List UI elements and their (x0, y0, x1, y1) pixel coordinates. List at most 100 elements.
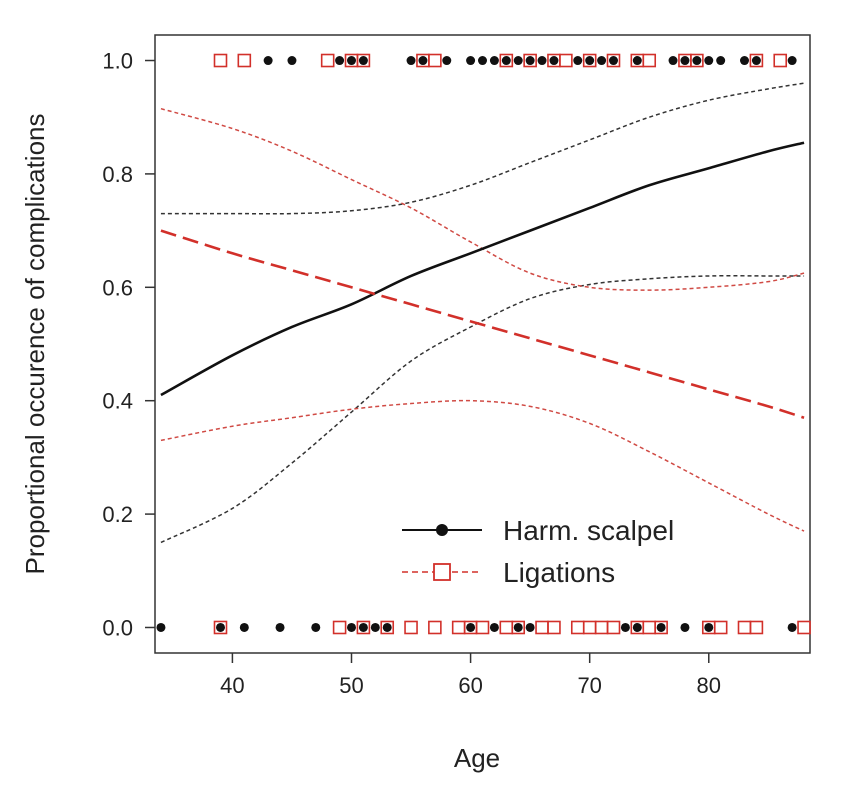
ligations-point (654, 620, 668, 635)
harm-scalpel-ci-lower-line (160, 275, 805, 544)
harm-scalpel-fit-line (160, 141, 805, 397)
ligations-point (749, 53, 764, 68)
harm-scalpel-point (549, 56, 559, 66)
harm-scalpel-point (370, 622, 380, 632)
ligations-point (547, 620, 561, 635)
harm-scalpel-point (466, 56, 476, 66)
legend-label-harm-scalpel: Harm. scalpel (503, 515, 674, 546)
y-tick-label: 0.4 (102, 389, 133, 414)
confidence-bands (160, 82, 805, 544)
ligations-point (428, 620, 442, 635)
harm-scalpel-point (668, 56, 678, 66)
harm-scalpel-point (680, 622, 690, 632)
y-tick-label: 0.0 (102, 615, 133, 640)
harm-scalpel-point (609, 56, 618, 66)
ligations-ci-upper-line (160, 107, 805, 291)
legend: Harm. scalpel Ligations (402, 515, 674, 588)
harm-scalpel-point (358, 56, 368, 66)
harm-scalpel-point (156, 622, 166, 632)
ligations-point (213, 53, 228, 68)
ligations-point (332, 620, 347, 635)
harm-scalpel-point (263, 56, 273, 66)
harm-scalpel-point (347, 622, 356, 632)
ligations-point (380, 620, 395, 635)
harm-scalpel-point (275, 622, 285, 632)
axes: 40 50 60 70 80 0.0 0.2 0.4 0.6 0.8 1.0 (102, 49, 721, 698)
legend-marker-harm-scalpel (436, 524, 448, 536)
harm-scalpel-point (382, 622, 392, 632)
ligations-point (559, 53, 573, 68)
harm-scalpel-point (787, 622, 797, 632)
ligations-point (713, 620, 728, 635)
harm-scalpel-point (513, 622, 523, 632)
harm-scalpel-point (632, 56, 642, 66)
ligations-point (511, 620, 526, 635)
harm-scalpel-point (620, 622, 630, 632)
harm-scalpel-point (680, 56, 690, 66)
y-tick-label: 0.2 (102, 502, 133, 527)
ligations-point (523, 53, 537, 68)
harm-scalpel-point (751, 56, 761, 66)
ligations-point (606, 620, 621, 635)
harm-scalpel-point (347, 56, 356, 66)
ligations-point (582, 53, 597, 68)
harm-scalpel-point (442, 56, 452, 66)
ligations-ci-lower-line (160, 399, 805, 532)
harm-scalpel-point (740, 56, 749, 66)
ligations-point (499, 53, 514, 68)
harm-scalpel-point (406, 56, 416, 66)
x-tick-label: 80 (697, 673, 721, 698)
harm-scalpel-point (358, 622, 368, 632)
harm-scalpel-point (704, 56, 714, 66)
ligations-point (320, 53, 335, 68)
ligations-point (773, 53, 788, 68)
harm-scalpel-point (489, 56, 499, 66)
harm-scalpel-point (656, 622, 666, 632)
harm-scalpel-point (597, 56, 607, 66)
ligations-fit-line (160, 229, 805, 419)
ligations-point (428, 53, 442, 68)
ligations-point (690, 53, 704, 68)
ligations-point (594, 620, 609, 635)
y-tick-label: 1.0 (102, 49, 133, 74)
legend-label-ligations: Ligations (503, 557, 615, 588)
fit-lines (160, 141, 805, 419)
harm-scalpel-point (216, 622, 225, 632)
ligations-point (213, 620, 228, 635)
ligations-point (356, 53, 371, 68)
x-tick-label: 40 (220, 673, 244, 698)
harm-scalpel-point (704, 622, 714, 632)
ligations-point (404, 620, 418, 635)
harm-scalpel-ci-upper-line (160, 82, 805, 215)
harm-scalpel-point (335, 56, 345, 66)
ligations-point (451, 620, 466, 635)
harm-scalpel-point (501, 56, 511, 66)
ligations-point (535, 620, 549, 635)
harm-scalpel-point (573, 56, 583, 66)
y-tick-label: 0.8 (102, 162, 133, 187)
harm-scalpel-point (478, 56, 487, 66)
harm-scalpel-point (311, 622, 321, 632)
harm-scalpel-point (787, 56, 797, 66)
ligations-point (475, 620, 490, 635)
ligations-point (499, 620, 514, 635)
x-axis-label: Age (454, 743, 500, 773)
ligations-point (582, 620, 597, 635)
harm-scalpel-point (418, 56, 428, 66)
ligations-point (642, 53, 657, 68)
data-points (156, 53, 811, 635)
harm-scalpel-point (585, 56, 595, 66)
ligations-point (356, 620, 371, 635)
harm-scalpel-point (525, 56, 535, 66)
ligations-point (749, 620, 764, 635)
harm-scalpel-point (466, 622, 476, 632)
ligations-point (606, 53, 621, 68)
harm-scalpel-point (513, 56, 523, 66)
harm-scalpel-point (692, 56, 702, 66)
x-tick-label: 50 (339, 673, 363, 698)
harm-scalpel-point (716, 56, 726, 66)
x-tick-label: 70 (577, 673, 601, 698)
ligations-point (237, 53, 252, 68)
harm-scalpel-point (287, 56, 297, 66)
